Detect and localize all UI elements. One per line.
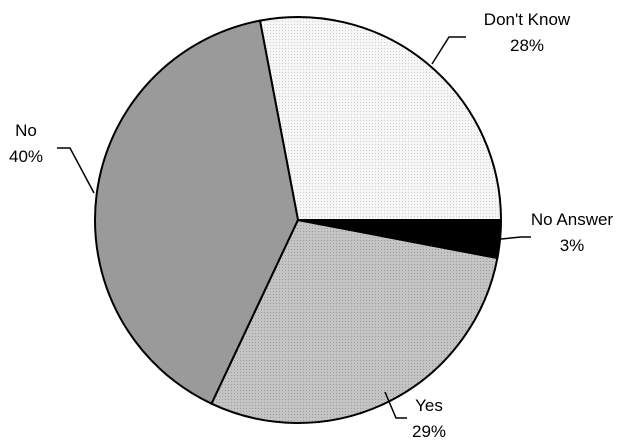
slice-value-no-answer: 3% xyxy=(560,236,585,255)
pie-slice-don-t-know xyxy=(258,16,502,221)
leader-line-no-answer xyxy=(500,236,531,240)
pie-slice-yes xyxy=(210,219,499,424)
leader-line-yes xyxy=(384,391,407,419)
slice-label-no-answer: No Answer xyxy=(531,210,614,229)
slice-label-yes: Yes xyxy=(415,396,443,415)
slice-value-yes: 29% xyxy=(412,422,446,441)
pie-slices xyxy=(94,16,502,424)
slice-value-no: 40% xyxy=(9,147,43,166)
leader-lines xyxy=(57,36,531,419)
pie-slice-no-answer xyxy=(297,219,502,260)
slice-value-don-t-know: 28% xyxy=(510,36,544,55)
leader-line-don-t-know xyxy=(431,36,466,65)
pie-slice-no xyxy=(94,19,299,405)
slice-label-no: No xyxy=(15,121,37,140)
slice-labels: Don't Know 28% No 40% Yes 29% No Answer 3% xyxy=(9,10,613,441)
slice-label-don-t-know: Don't Know xyxy=(484,10,571,29)
leader-line-no xyxy=(57,147,95,194)
